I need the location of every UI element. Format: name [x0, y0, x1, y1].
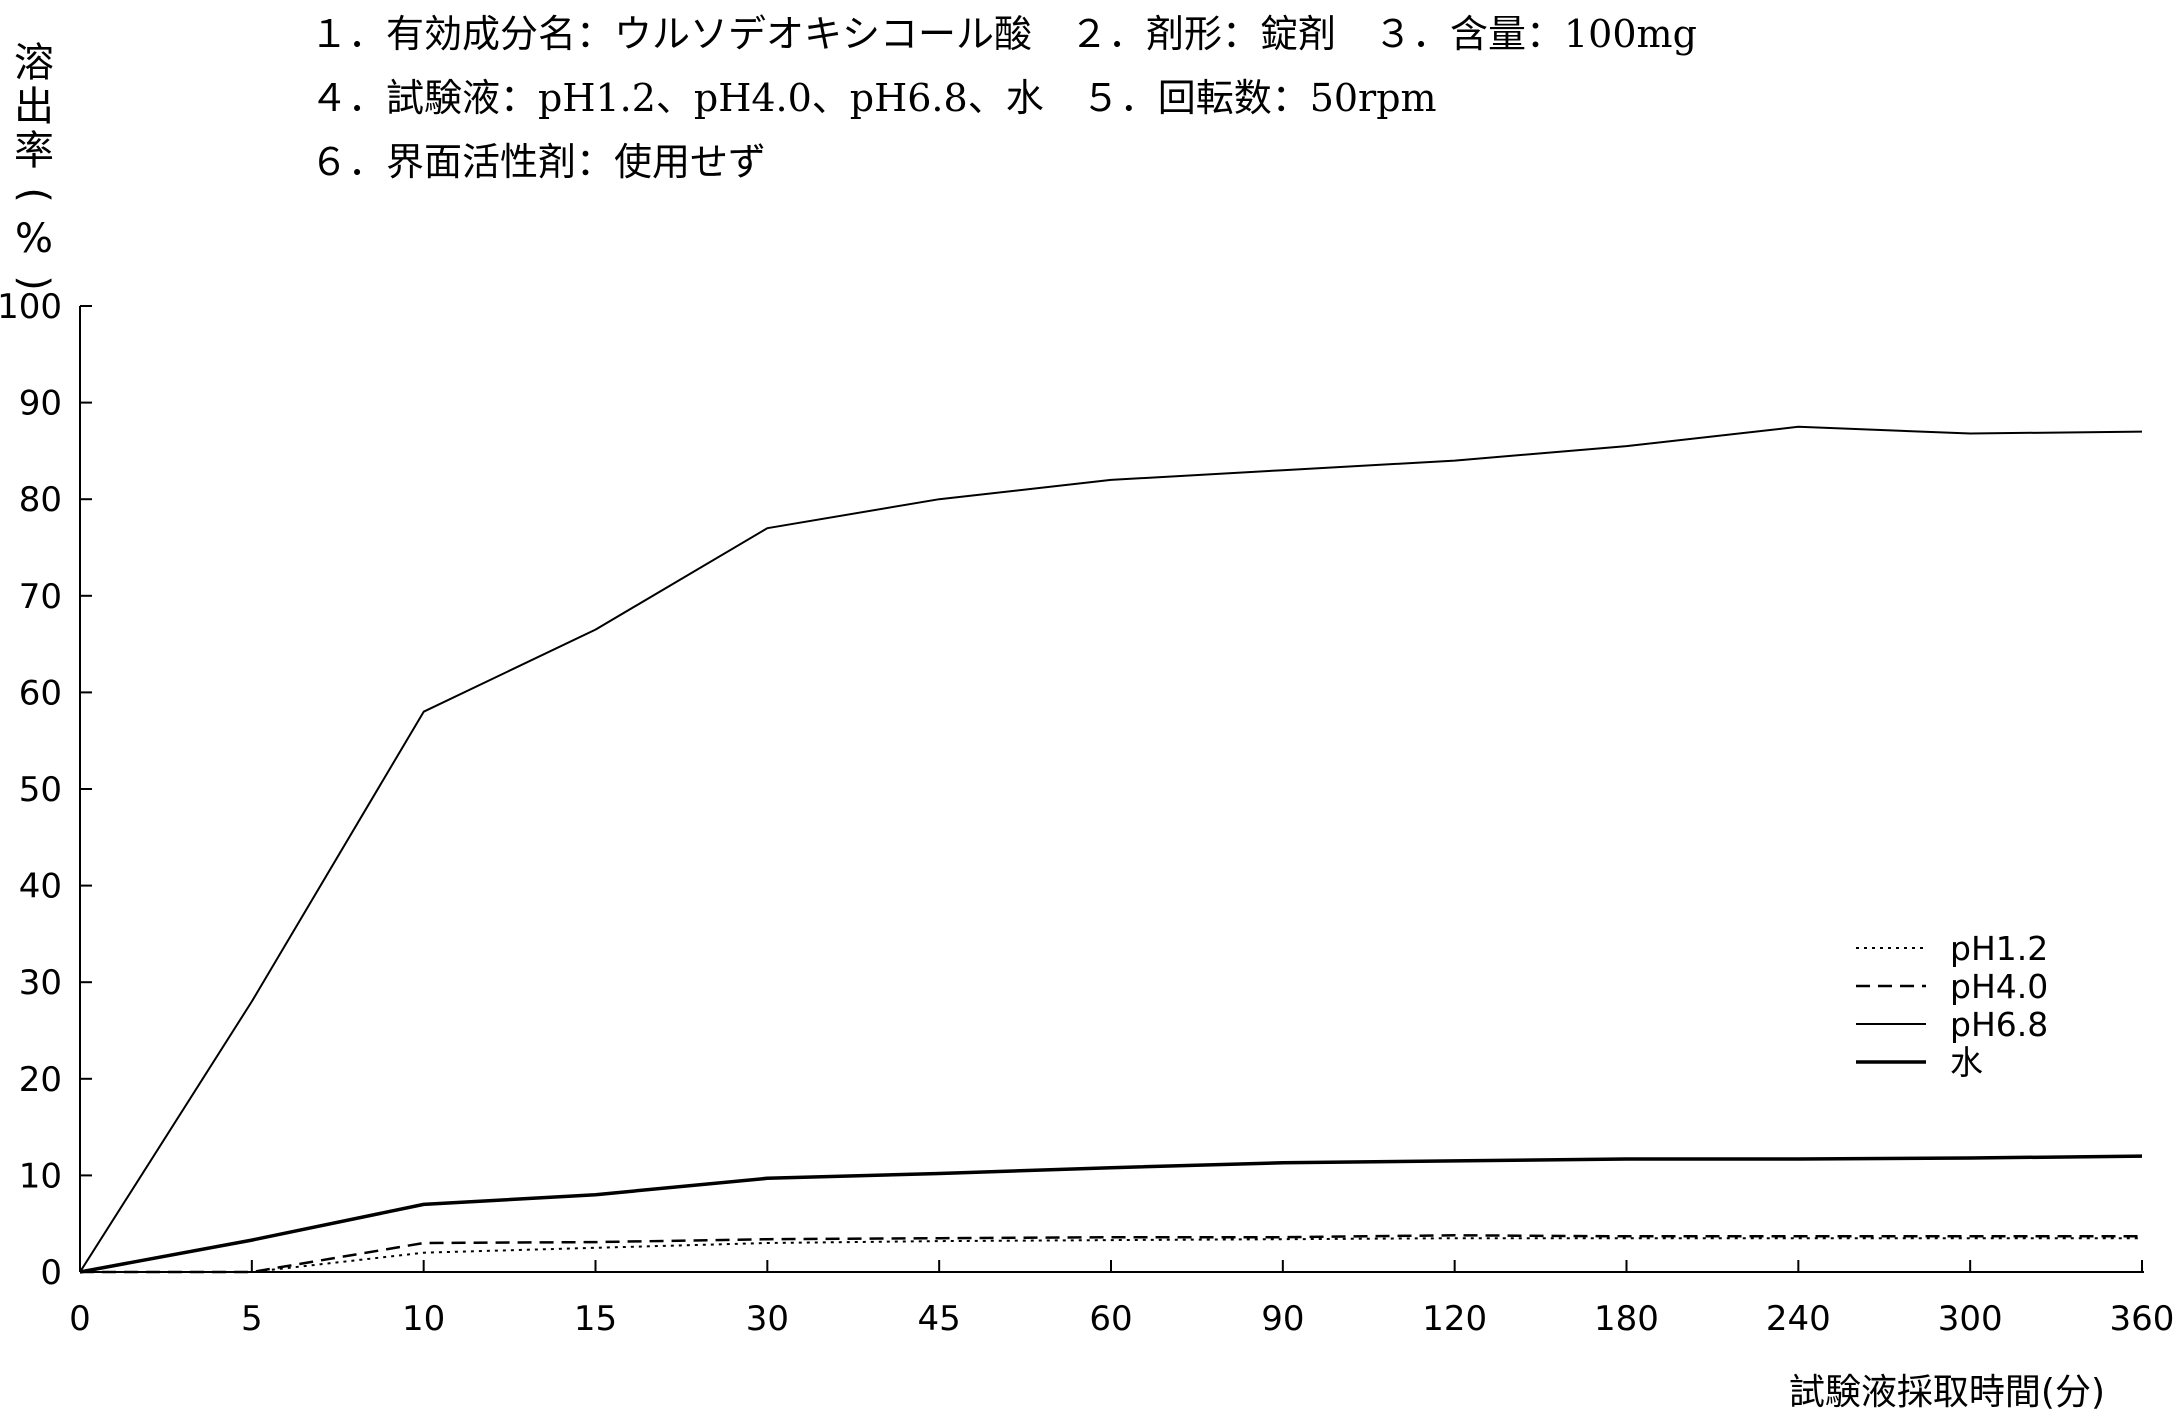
y-tick-label: 30: [19, 963, 62, 1003]
header-line-3: ６．界面活性剤：使用せず: [310, 140, 767, 184]
legend-label: pH4.0: [1950, 967, 2048, 1006]
y-tick-label: 40: [19, 867, 62, 907]
y-axis-title-char: 率: [14, 128, 54, 174]
legend-label: pH1.2: [1950, 929, 2048, 968]
y-tick-label: 10: [19, 1156, 62, 1196]
x-tick-label: 10: [402, 1299, 445, 1339]
x-axis-title: 試験液採取時間(分): [1789, 1372, 2105, 1413]
x-ticks: 0 5 10 15 30 45 60 90 120 180 240 300 360: [69, 1260, 2174, 1339]
x-tick-label: 90: [1261, 1299, 1304, 1339]
x-tick-label: 240: [1766, 1299, 1831, 1339]
legend-label: pH6.8: [1950, 1005, 2048, 1044]
axes: [79, 306, 2144, 1273]
series-line-0: [80, 1237, 2142, 1273]
y-tick-label: 50: [19, 770, 62, 810]
y-tick-label: 100: [0, 287, 62, 327]
y-tick-label: 70: [19, 577, 62, 617]
header-line-1: １．有効成分名：ウルソデオキシコール酸 ２．剤形：錠剤 ３．含量：100mg: [310, 12, 1697, 56]
chart-header: １．有効成分名：ウルソデオキシコール酸 ２．剤形：錠剤 ３．含量：100mg ４…: [310, 2, 1697, 194]
header-line-2: ４．試験液：pH1.2、pH4.0、pH6.8、水 ５．回転数：50rpm: [310, 76, 1437, 120]
x-tick-label: 45: [918, 1299, 961, 1339]
x-tick-label: 360: [2110, 1299, 2175, 1339]
x-tick-label: 180: [1594, 1299, 1659, 1339]
y-axis-title-char: (: [11, 187, 57, 203]
x-tick-label: 300: [1938, 1299, 2003, 1339]
x-tick-label: 30: [746, 1299, 789, 1339]
series-lines: [79, 425, 2143, 1274]
y-tick-label: 0: [40, 1253, 62, 1293]
y-axis-title-char: 溶: [14, 40, 54, 86]
y-axis-title-char: ): [11, 275, 57, 291]
legend-label: 水: [1950, 1043, 1983, 1082]
series-line-2: [79, 425, 2143, 1273]
x-tick-label: 120: [1422, 1299, 1487, 1339]
y-tick-label: 90: [19, 384, 62, 424]
y-ticks: 0 10 20 30 40 50 60 70 80 90 100: [0, 287, 92, 1293]
y-axis-title-char: %: [15, 216, 53, 262]
series-line-3: [79, 1154, 2143, 1274]
series-line-1: [80, 1234, 2142, 1274]
x-tick-label: 0: [69, 1299, 91, 1339]
y-axis-title-char: 出: [14, 84, 54, 130]
y-tick-label: 80: [19, 480, 62, 520]
y-axis-title: 溶出率 (%): [11, 40, 57, 291]
x-tick-label: 5: [241, 1299, 263, 1339]
x-tick-label: 15: [574, 1299, 617, 1339]
y-tick-label: 60: [19, 673, 62, 713]
x-tick-label: 60: [1089, 1299, 1132, 1339]
y-tick-label: 20: [19, 1060, 62, 1100]
